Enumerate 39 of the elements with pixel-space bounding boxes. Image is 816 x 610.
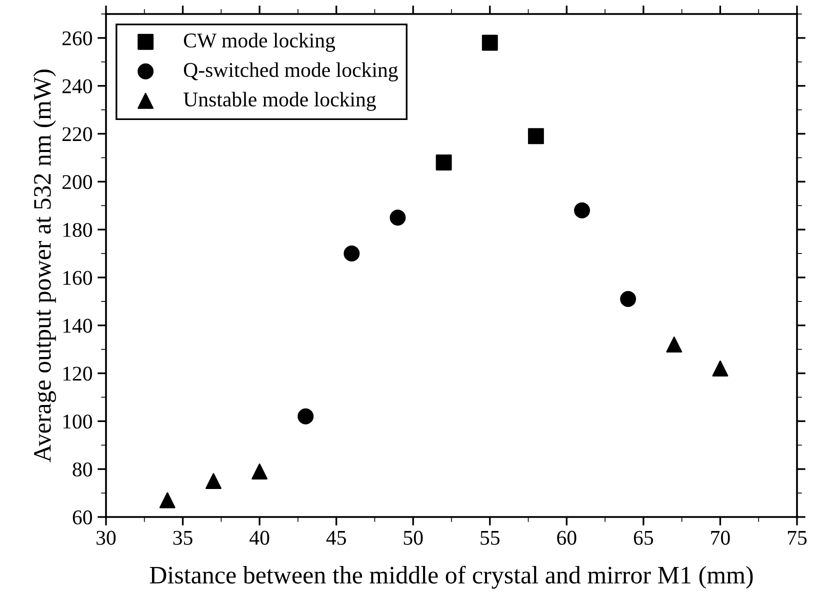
y-tick-label: 180 [63, 222, 92, 238]
legend-label: Q-switched mode locking [184, 62, 398, 82]
x-tick-label: 65 [634, 530, 654, 545]
x-axis-title: Distance between the middle of crystal and mirror M1 (mm) [150, 566, 753, 589]
y-tick-label: 200 [62, 175, 92, 190]
legend-label: Unstable mode locking [184, 92, 376, 111]
point [620, 291, 636, 308]
y-tick-label: 60 [72, 510, 92, 524]
point [574, 202, 590, 218]
y-tick-label: 240 [62, 79, 92, 94]
point [390, 210, 406, 226]
point [712, 360, 728, 376]
point [159, 492, 176, 508]
x-tick-label: 50 [404, 530, 423, 545]
point [252, 464, 268, 480]
point [482, 34, 498, 51]
y-tick-label: 120 [63, 366, 92, 381]
point [666, 336, 682, 353]
y-tick-label: 260 [62, 31, 92, 46]
y-tick-label: 160 [63, 270, 92, 285]
point [344, 246, 360, 262]
y-tick-label: 220 [62, 127, 92, 142]
y-tick-label: 140 [63, 318, 92, 333]
y-tick-label: 100 [63, 414, 92, 429]
x-tick-label: 60 [557, 530, 576, 545]
x-tick-label: 70 [711, 530, 730, 545]
y-axis-title: Average output power at 532 nm (mW) [33, 70, 56, 462]
x-tick-label: 40 [250, 530, 270, 545]
x-tick-label: 45 [326, 530, 346, 545]
point [528, 128, 544, 144]
x-tick-label: 30 [96, 530, 116, 545]
x-tick-label: 35 [173, 530, 192, 545]
point [298, 408, 314, 424]
x-tick-label: 55 [480, 531, 500, 545]
point [206, 473, 222, 490]
point [436, 154, 452, 170]
legend-label: CW mode locking [184, 32, 336, 52]
x-tick-label: 75 [788, 531, 807, 545]
y-tick-label: 80 [72, 462, 92, 477]
